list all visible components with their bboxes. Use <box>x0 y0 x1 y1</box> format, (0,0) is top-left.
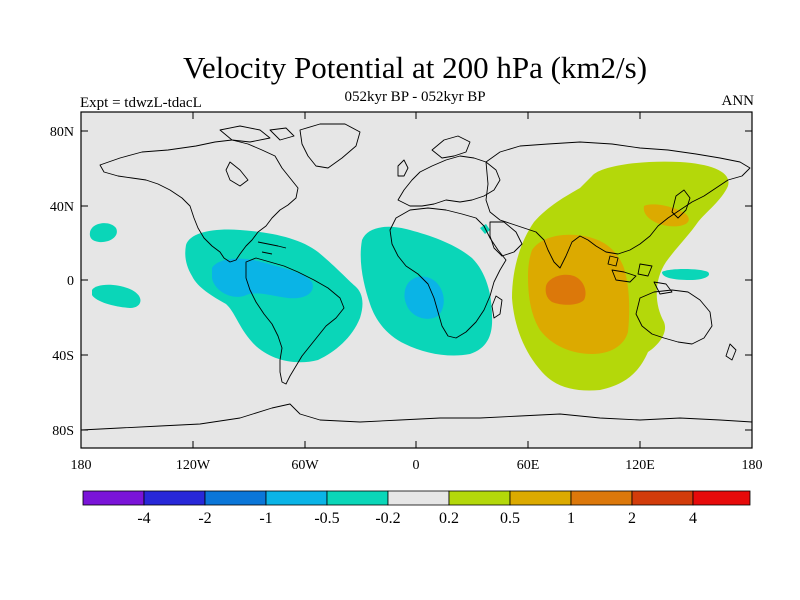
coast-australia <box>635 289 713 345</box>
coast-hudson-bay <box>225 161 249 187</box>
coast-europe <box>397 155 501 207</box>
coast-new-zealand <box>725 343 737 361</box>
contour-fields <box>89 161 729 391</box>
lat-label-4: 80S <box>52 424 74 439</box>
coast-africa <box>389 207 507 339</box>
colorbar-label-2: -1 <box>259 510 272 527</box>
colorbar-box-8 <box>570 490 633 506</box>
lat-label-2: 0 <box>67 274 74 289</box>
colorbar-box-4 <box>326 490 389 506</box>
coast-greenland <box>299 123 361 169</box>
figure-subtitle: 052kyr BP - 052kyr BP <box>344 89 486 105</box>
season-label: ANN <box>721 93 755 109</box>
lon-label-3: 0 <box>413 458 420 473</box>
colorbar <box>82 490 751 506</box>
colorbar-label-1: -2 <box>198 510 211 527</box>
lon-label-6: 180 <box>742 458 763 473</box>
colorbar-label-5: 0.2 <box>439 510 459 527</box>
coast-scandinavia <box>431 135 471 159</box>
coast-asia <box>485 141 751 269</box>
colorbar-box-5 <box>387 490 450 506</box>
coast-arabia <box>489 221 523 257</box>
colorbar-label-8: 2 <box>628 510 636 527</box>
coast-japan <box>671 189 691 219</box>
colorbar-box-1 <box>143 490 206 506</box>
colorbar-box-3 <box>265 490 328 506</box>
colorbar-box-2 <box>204 490 267 506</box>
contour-neg2-atlantic <box>404 276 444 319</box>
figure-title: Velocity Potential at 200 hPa (km2/s) <box>182 50 648 85</box>
colorbar-label-9: 4 <box>689 510 697 527</box>
colorbar-label-4: -0.2 <box>375 510 400 527</box>
lon-tick-marks <box>80 112 753 448</box>
contour-pos2-japan <box>643 204 689 227</box>
lon-label-0: 180 <box>71 458 92 473</box>
contour-neg-south-pacific <box>92 284 141 308</box>
contour-pos3-indian <box>545 274 586 305</box>
coastlines <box>81 123 752 431</box>
experiment-label: Expt = tdwzL-tdacL <box>80 95 202 111</box>
colorbar-label-6: 0.5 <box>500 510 520 527</box>
lat-tick-marks <box>81 130 752 431</box>
lon-label-4: 60E <box>517 458 540 473</box>
coast-madagascar <box>491 295 503 319</box>
lat-label-3: 40S <box>52 349 74 364</box>
colorbar-label-3: -0.5 <box>314 510 339 527</box>
lon-label-2: 60W <box>291 458 319 473</box>
coast-southeast-asia-islands <box>607 255 673 295</box>
coast-antarctica <box>81 403 752 431</box>
colorbar-label-7: 1 <box>567 510 575 527</box>
colorbar-box-9 <box>631 490 694 506</box>
contour-neg-north-pacific <box>89 223 117 243</box>
lon-label-1: 120W <box>176 458 211 473</box>
lat-label-0: 80N <box>50 125 74 140</box>
coast-north-america <box>99 139 299 263</box>
coast-caribbean <box>257 241 287 255</box>
lat-label-1: 40N <box>50 200 74 215</box>
contour-neg-west-pacific <box>662 269 710 280</box>
colorbar-box-6 <box>448 490 511 506</box>
coast-arctic-islands <box>219 125 295 143</box>
coast-british-isles <box>397 159 409 177</box>
colorbar-box-0 <box>82 490 145 506</box>
coast-south-america <box>245 257 345 385</box>
colorbar-label-0: -4 <box>137 510 150 527</box>
colorbar-box-7 <box>509 490 572 506</box>
contour-neg2-americas <box>212 258 313 299</box>
lon-label-5: 120E <box>625 458 655 473</box>
colorbar-box-10 <box>692 490 751 506</box>
